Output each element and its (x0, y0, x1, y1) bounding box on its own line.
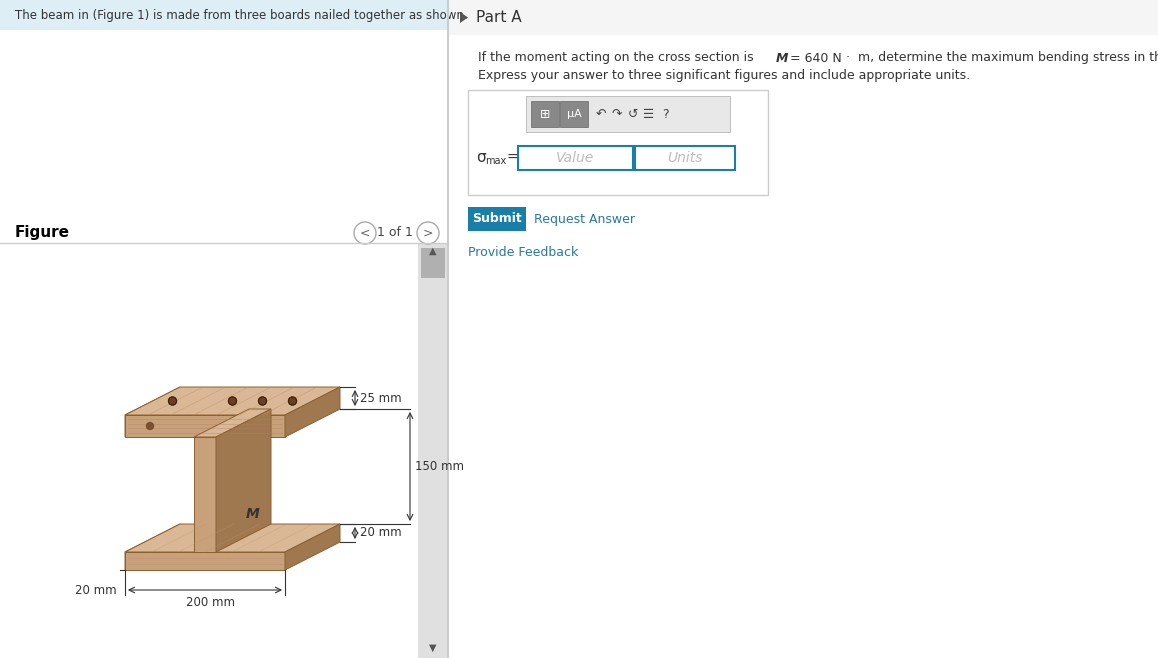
Text: <: < (360, 226, 371, 240)
Text: M: M (776, 51, 789, 64)
Bar (448, 0, 1158, 35)
Text: =: = (506, 151, 518, 165)
Text: ⊞: ⊞ (540, 107, 550, 120)
Text: 150 mm: 150 mm (415, 460, 464, 473)
Text: If the moment acting on the cross section is: If the moment acting on the cross sectio… (478, 51, 757, 64)
Bar (518, 146, 633, 170)
Text: ·: · (846, 51, 850, 64)
Bar (418, 243, 448, 658)
Polygon shape (125, 524, 179, 570)
Polygon shape (285, 387, 340, 437)
Text: ↷: ↷ (611, 107, 622, 120)
Text: Units: Units (667, 151, 703, 165)
Polygon shape (460, 12, 468, 23)
Text: Express your answer to three significant figures and include appropriate units.: Express your answer to three significant… (478, 70, 970, 82)
Bar (0, 0, 448, 30)
Text: μA: μA (566, 109, 581, 119)
Text: Part A: Part A (476, 9, 521, 24)
Text: ?: ? (661, 107, 668, 120)
Circle shape (288, 397, 296, 405)
Polygon shape (217, 409, 271, 552)
Polygon shape (125, 415, 285, 437)
Text: Figure: Figure (15, 226, 69, 241)
Text: σ: σ (476, 151, 485, 166)
Text: Value: Value (556, 151, 594, 165)
Polygon shape (125, 387, 340, 415)
Text: ↺: ↺ (628, 107, 638, 120)
Text: ↶: ↶ (595, 107, 607, 120)
Bar (635, 146, 735, 170)
Circle shape (228, 397, 236, 405)
Bar (422, 248, 445, 278)
Polygon shape (125, 387, 179, 437)
Text: max: max (485, 156, 506, 166)
Text: ▼: ▼ (430, 643, 437, 653)
Text: M: M (245, 507, 259, 522)
Text: ☰: ☰ (644, 107, 654, 120)
Text: Provide Feedback: Provide Feedback (468, 245, 578, 259)
Circle shape (258, 397, 266, 405)
Text: Submit: Submit (472, 213, 522, 226)
Polygon shape (125, 524, 340, 552)
Polygon shape (195, 409, 271, 437)
Text: 20 mm: 20 mm (360, 526, 402, 540)
Polygon shape (285, 524, 340, 570)
Text: 25 mm: 25 mm (360, 392, 402, 405)
Text: ▲: ▲ (430, 246, 437, 256)
FancyBboxPatch shape (468, 90, 768, 195)
FancyBboxPatch shape (532, 101, 559, 127)
Circle shape (147, 422, 154, 430)
Text: 20 mm: 20 mm (75, 584, 117, 597)
Text: m, determine the maximum bending stress in the beam.: m, determine the maximum bending stress … (853, 51, 1158, 64)
Polygon shape (195, 437, 217, 552)
Text: The beam in (Figure 1) is made from three boards nailed together as shown.: The beam in (Figure 1) is made from thre… (15, 9, 468, 22)
Polygon shape (125, 552, 285, 570)
FancyBboxPatch shape (526, 96, 730, 132)
Text: 1 of 1: 1 of 1 (378, 226, 413, 240)
Text: 200 mm: 200 mm (185, 595, 235, 609)
FancyBboxPatch shape (560, 101, 588, 127)
Text: = 640 N: = 640 N (786, 51, 842, 64)
Text: Request Answer: Request Answer (534, 213, 635, 226)
Circle shape (169, 397, 176, 405)
Text: >: > (423, 226, 433, 240)
FancyBboxPatch shape (468, 207, 526, 231)
